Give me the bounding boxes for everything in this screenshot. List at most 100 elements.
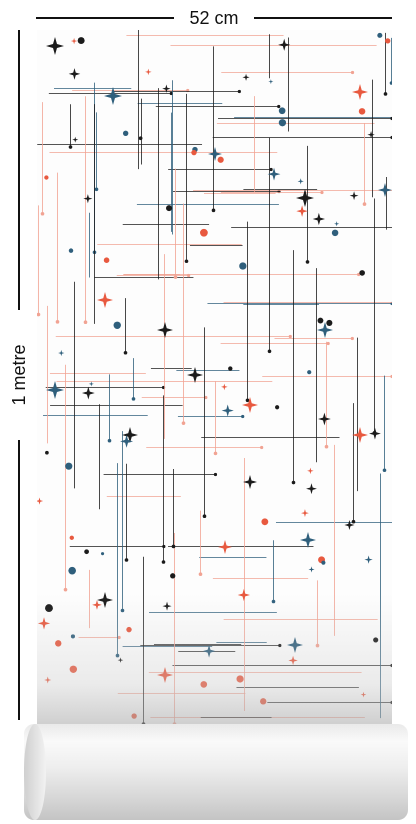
pattern-dot [275,405,280,410]
pattern-dot [69,535,74,540]
star-icon [104,87,122,105]
pattern-dot [68,145,73,149]
star-icon [97,292,113,308]
pattern-dot [181,421,186,425]
pattern-dot [357,272,361,277]
pattern-dot [326,341,330,346]
star-icon [378,183,392,197]
star-icon [352,427,368,443]
star-icon [369,427,381,440]
star-icon [187,367,203,383]
pattern-dot [291,480,296,485]
pattern-dot [40,211,45,216]
pattern-dot [171,544,176,549]
pattern-dot [94,187,99,192]
pattern-dot [138,136,143,141]
star-icon [352,84,368,100]
pattern-dot [77,37,85,45]
pattern-dot [184,259,189,264]
star-icon [157,322,173,338]
width-line-left [36,17,174,19]
wallpaper-panel [37,30,392,724]
star-icon [306,483,317,495]
height-label: 1 metre [9,344,29,406]
star-icon [58,349,65,357]
pattern-dot [382,468,387,473]
pattern-dot [122,130,129,136]
pattern-dot [241,414,245,419]
pattern-dot [277,104,281,109]
pattern-dot [170,573,176,579]
pattern-dot [213,472,218,477]
pattern-dot [324,444,329,449]
star-icon [344,520,355,531]
width-label: 52 cm [189,8,239,28]
star-icon [81,386,95,400]
pattern-dot [305,260,310,264]
pattern-dot [390,135,392,140]
pattern-dot [161,560,166,564]
pattern-dot [239,262,247,270]
pattern-dot [288,334,292,339]
pattern-dot [260,445,264,450]
pattern-dot [390,374,392,379]
pattern-dot [331,229,339,237]
pattern-dot [131,397,136,401]
star-icon [300,532,316,548]
pattern-dot [211,208,216,213]
pattern-dot [228,366,233,371]
pattern-dot [45,450,49,455]
star-icon [37,497,44,505]
star-icon [312,212,326,226]
star-icon [68,68,81,80]
star-icon [122,427,138,443]
pattern-dot [389,81,392,85]
star-icon [88,381,94,387]
pattern-dot [124,558,129,562]
pattern-dot [44,175,49,180]
roll-end [24,724,46,820]
pattern-dot [377,32,383,38]
bottom-shadow [37,594,392,724]
pattern-dot [123,350,128,355]
pattern-dot [65,462,73,470]
pattern-dot [362,202,367,206]
star-icon [120,434,134,448]
wallpaper-roll [24,724,408,820]
star-icon [334,221,340,227]
height-dimension: 1 metre [4,30,34,720]
star-icon [267,167,281,181]
pattern-dot [237,89,241,94]
star-icon [349,191,359,201]
star-icon [297,178,304,185]
star-icon [221,404,234,417]
pattern-dot [383,92,388,96]
pattern-dot [191,149,197,156]
star-icon [367,131,375,139]
star-icon [318,412,331,426]
pattern-dot [350,336,354,341]
star-icon [278,38,291,51]
star-icon [83,194,93,204]
pattern-dot [351,519,356,524]
pattern-dot [213,451,218,456]
star-icon [218,540,232,554]
star-icon [46,37,64,55]
star-icon [296,189,314,207]
pattern-dot [350,70,355,75]
star-icon [301,509,309,517]
pattern-dot [55,320,60,324]
pattern-dot [84,549,89,555]
pattern-dot [261,518,269,526]
star-icon [221,383,228,391]
pattern-dot [200,228,208,237]
pattern-dot [166,205,173,212]
height-line-top [18,30,20,310]
pattern-dot [217,156,224,163]
pattern-dot [103,257,110,263]
star-icon [208,147,222,161]
pattern-dot [267,349,272,354]
star-icon [162,84,171,93]
pattern-dot [358,108,366,115]
star-icon [317,322,333,338]
